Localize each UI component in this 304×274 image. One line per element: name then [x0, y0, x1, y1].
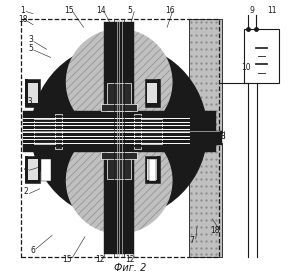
Text: 10: 10 — [242, 62, 251, 72]
Bar — [34, 119, 62, 144]
Bar — [145, 79, 160, 107]
Bar — [25, 156, 40, 183]
Bar — [25, 79, 28, 107]
Text: 8: 8 — [221, 132, 226, 141]
Text: 14: 14 — [97, 6, 106, 15]
Text: 15: 15 — [64, 6, 73, 15]
Text: 1: 1 — [20, 6, 25, 15]
Text: 18: 18 — [210, 226, 220, 235]
Bar — [107, 84, 131, 111]
Bar — [41, 159, 51, 181]
Text: 11: 11 — [268, 6, 277, 15]
Bar — [104, 22, 134, 255]
Bar — [27, 159, 38, 180]
Bar — [157, 79, 160, 107]
Text: 18: 18 — [18, 15, 28, 24]
Bar — [189, 131, 222, 145]
Text: 7: 7 — [189, 236, 194, 245]
Bar — [145, 156, 160, 183]
Text: 6: 6 — [30, 246, 35, 255]
Bar — [157, 156, 160, 183]
Bar — [25, 79, 40, 107]
Text: 2: 2 — [24, 187, 29, 196]
Text: 12: 12 — [95, 255, 105, 264]
Text: 5: 5 — [29, 44, 33, 53]
Text: 5: 5 — [128, 6, 133, 15]
Bar — [189, 19, 222, 133]
Text: Фиг. 2: Фиг. 2 — [114, 262, 146, 273]
Bar — [101, 104, 137, 111]
Circle shape — [66, 127, 173, 234]
Bar — [107, 152, 131, 179]
Bar — [147, 159, 158, 180]
Circle shape — [66, 29, 173, 135]
Bar — [147, 83, 158, 104]
Bar — [25, 156, 28, 183]
Bar — [189, 143, 222, 257]
Bar — [23, 111, 216, 152]
Bar — [134, 119, 162, 144]
Text: 13: 13 — [23, 97, 33, 106]
Text: 4: 4 — [24, 164, 29, 173]
Circle shape — [32, 44, 207, 219]
Bar — [55, 113, 62, 149]
Bar — [149, 159, 156, 181]
Text: 12: 12 — [125, 255, 135, 264]
Bar — [101, 152, 137, 159]
Bar — [244, 29, 279, 84]
Text: 9: 9 — [250, 6, 254, 15]
Text: 3: 3 — [29, 35, 33, 44]
Text: 16: 16 — [165, 6, 174, 15]
Bar — [27, 83, 38, 104]
Bar — [134, 113, 141, 149]
Text: 15: 15 — [62, 255, 72, 264]
